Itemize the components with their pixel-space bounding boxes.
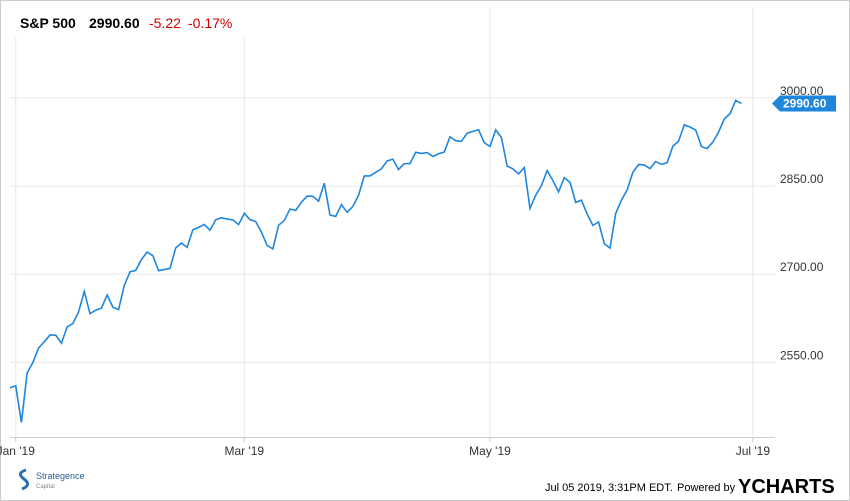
brand: YCHARTS xyxy=(738,476,835,498)
y-tick-label: 2550.00 xyxy=(780,348,824,362)
x-tick-label: Mar '19 xyxy=(224,444,264,458)
y-tick-label: 3000.00 xyxy=(780,84,824,98)
last-value-flag xyxy=(772,95,836,112)
ticker-name: S&P 500 xyxy=(20,15,76,31)
logo-text: Strategence xyxy=(36,471,85,481)
logo-mark xyxy=(19,468,29,491)
price: 2990.60 xyxy=(89,15,140,31)
x-tick-label: Jul '19 xyxy=(736,444,771,458)
x-tick-label: Jan '19 xyxy=(0,444,35,458)
powered-by: Powered by xyxy=(677,482,736,494)
x-tick-label: May '19 xyxy=(469,444,511,458)
timestamp: Jul 05 2019, 3:31PM EDT. xyxy=(545,482,673,494)
change: -5.22 xyxy=(149,15,181,31)
logo-sub: Capital xyxy=(36,484,55,490)
header-box xyxy=(10,8,246,38)
last-value-label: 2990.60 xyxy=(783,96,827,110)
price-line xyxy=(9,99,742,423)
change-pct: -0.17% xyxy=(188,15,232,31)
y-tick-label: 2850.00 xyxy=(780,172,824,186)
y-tick-label: 2700.00 xyxy=(780,260,824,274)
